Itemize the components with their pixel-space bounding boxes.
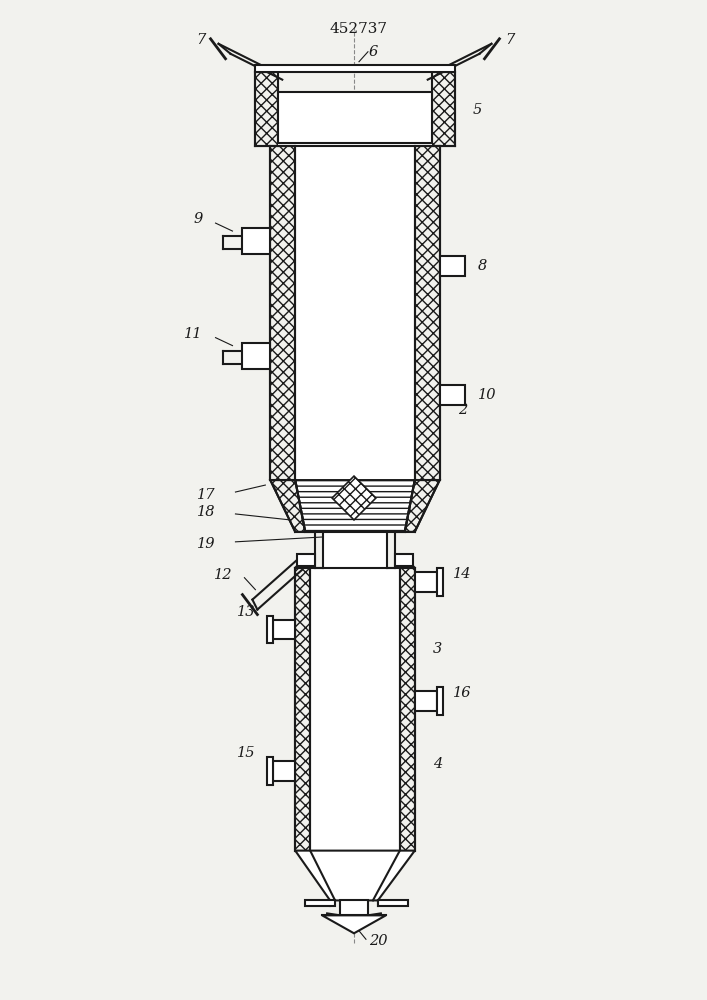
- Bar: [243, 228, 270, 254]
- Text: 20: 20: [369, 934, 387, 948]
- Bar: [340, 900, 368, 915]
- Bar: [274, 761, 296, 781]
- Text: 2: 2: [457, 403, 467, 417]
- Text: 16: 16: [452, 686, 471, 700]
- Text: 19: 19: [197, 537, 216, 551]
- Text: 1: 1: [457, 264, 467, 278]
- Bar: [415, 572, 437, 592]
- Bar: [255, 72, 279, 146]
- Bar: [437, 568, 443, 596]
- Bar: [255, 65, 455, 72]
- Text: 4: 4: [433, 757, 442, 771]
- Bar: [297, 554, 315, 566]
- Bar: [279, 92, 432, 143]
- Text: 7: 7: [505, 33, 514, 47]
- Bar: [296, 568, 310, 851]
- Bar: [440, 385, 464, 405]
- Bar: [243, 343, 270, 369]
- Text: 17: 17: [197, 488, 216, 502]
- Text: 7: 7: [196, 33, 205, 47]
- Text: 6: 6: [369, 45, 378, 59]
- Bar: [400, 568, 415, 851]
- Text: 452737: 452737: [330, 22, 388, 36]
- Bar: [296, 146, 415, 480]
- Bar: [310, 568, 400, 851]
- Text: 3: 3: [433, 642, 442, 656]
- Polygon shape: [296, 851, 415, 900]
- Bar: [279, 143, 432, 146]
- Bar: [395, 554, 413, 566]
- Bar: [267, 616, 274, 643]
- Bar: [378, 900, 408, 906]
- Bar: [323, 532, 387, 568]
- Bar: [432, 72, 455, 146]
- Bar: [270, 146, 296, 480]
- Polygon shape: [296, 480, 415, 532]
- Bar: [437, 687, 443, 715]
- Bar: [305, 900, 335, 906]
- Text: 9: 9: [193, 212, 203, 226]
- Text: 18: 18: [197, 505, 216, 519]
- Text: 12: 12: [214, 568, 233, 582]
- Bar: [415, 146, 440, 480]
- Text: 8: 8: [477, 259, 486, 273]
- Bar: [267, 757, 274, 785]
- Text: 14: 14: [452, 567, 471, 581]
- Text: 11: 11: [184, 327, 203, 341]
- Polygon shape: [322, 915, 386, 933]
- Bar: [415, 691, 437, 711]
- Text: 5: 5: [472, 103, 481, 117]
- Text: 10: 10: [477, 388, 496, 402]
- Text: 15: 15: [237, 746, 255, 760]
- Text: 13: 13: [237, 605, 255, 619]
- Bar: [274, 620, 296, 639]
- Polygon shape: [332, 476, 376, 520]
- Bar: [440, 256, 464, 276]
